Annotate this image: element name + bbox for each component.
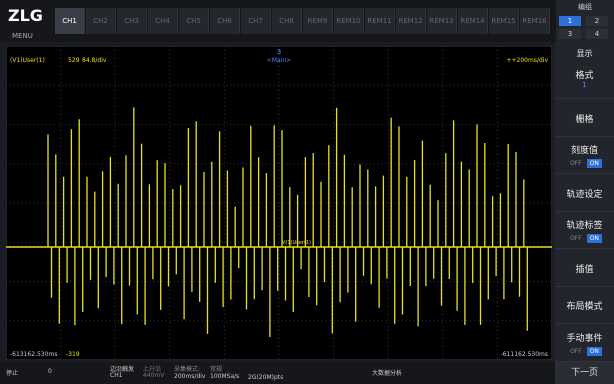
menu-item[interactable]: 手动事件 OFF ON bbox=[555, 325, 614, 362]
status-bar bbox=[0, 362, 555, 384]
tab[interactable]: REM12 bbox=[396, 8, 426, 34]
menu-value: 1 bbox=[582, 81, 587, 89]
menu-item[interactable]: 轨迹设定 bbox=[555, 175, 614, 212]
edge: 上升沿 bbox=[143, 366, 162, 373]
timebase: ++200ms/div bbox=[506, 57, 548, 64]
level: 440mV bbox=[143, 372, 165, 379]
value: 0 bbox=[48, 368, 52, 375]
waveform bbox=[47, 107, 528, 337]
tab[interactable]: CH6 bbox=[210, 8, 240, 34]
tab[interactable]: REM11 bbox=[365, 8, 395, 34]
menu-item[interactable]: 栅格 bbox=[555, 100, 614, 137]
tab[interactable]: CH5 bbox=[179, 8, 209, 34]
menu-item[interactable]: 插值 bbox=[555, 250, 614, 287]
group-button[interactable]: 2 bbox=[586, 16, 608, 26]
menu-item[interactable]: 格式 1 bbox=[555, 62, 614, 99]
menu-label: 布局模式 bbox=[566, 302, 603, 312]
view: <Main> bbox=[267, 57, 291, 64]
toggle-on[interactable]: ON bbox=[586, 234, 602, 243]
x-start: -613162.530ms bbox=[10, 351, 57, 358]
mode-label: 采集模式: bbox=[174, 366, 201, 373]
menu-label: 栅格 bbox=[575, 114, 594, 125]
menu-label: 刻度值 bbox=[570, 146, 598, 156]
group-button[interactable]: 1 bbox=[559, 16, 581, 26]
side-menu bbox=[555, 42, 614, 384]
menu-label: 轨迹设定 bbox=[566, 189, 603, 200]
menu-item[interactable]: 刻度值 OFF ON bbox=[555, 137, 614, 174]
count: 529 bbox=[68, 57, 80, 64]
menu-item[interactable]: 布局模式 bbox=[555, 287, 614, 324]
tab[interactable]: CH7 bbox=[241, 8, 271, 34]
tab[interactable]: CH3 bbox=[117, 8, 147, 34]
toggle: OFF ON bbox=[555, 233, 614, 243]
toggle-off[interactable]: OFF bbox=[570, 347, 582, 355]
tab[interactable]: REM13 bbox=[427, 8, 457, 34]
toggle: OFF ON bbox=[555, 158, 614, 168]
side-title: 显示 bbox=[576, 49, 593, 58]
analysis[interactable]: 大数据分析 bbox=[372, 370, 403, 377]
state[interactable]: 停止 bbox=[6, 370, 19, 377]
grid bbox=[6, 46, 552, 360]
menu-label: 插值 bbox=[575, 264, 594, 275]
toggle: OFF ON bbox=[555, 346, 614, 356]
rate: 100MSa/s bbox=[210, 373, 240, 380]
menu-label: 手动事件 bbox=[566, 333, 603, 344]
next-page[interactable]: 下一页 bbox=[555, 362, 614, 384]
toggle-on[interactable]: ON bbox=[586, 346, 602, 356]
trigger[interactable]: 边沿触发 bbox=[110, 366, 135, 373]
plot: (V1)User(1) 529 84.8/div <Main> 3 ++200m… bbox=[6, 46, 552, 360]
tab[interactable]: REM16 bbox=[520, 8, 550, 34]
tab[interactable]: CH2 bbox=[86, 8, 116, 34]
tab[interactable]: REM9 bbox=[303, 8, 333, 34]
x-end: -611162.530ms bbox=[501, 351, 548, 358]
mode: 常规 bbox=[210, 366, 223, 373]
group-title: 编组 bbox=[578, 3, 592, 11]
trace-label: (V1)User(1) bbox=[10, 57, 45, 64]
baseline-label: V(1)User(1) bbox=[282, 240, 311, 246]
toggle-on[interactable]: ON bbox=[586, 159, 602, 168]
menu-item[interactable]: 轨迹标签 OFF ON bbox=[555, 212, 614, 249]
tab[interactable]: CH1 bbox=[55, 8, 85, 34]
trigger-source: CH1 bbox=[110, 372, 123, 379]
status-timebase: 200ms/div bbox=[174, 373, 206, 380]
tab[interactable]: REM10 bbox=[334, 8, 364, 34]
menu[interactable]: MENU bbox=[12, 32, 33, 40]
group-button[interactable]: 4 bbox=[586, 29, 608, 39]
menu-label: 轨迹标签 bbox=[566, 221, 603, 231]
points: 2G(20M)pts bbox=[248, 374, 284, 381]
tab[interactable]: CH8 bbox=[272, 8, 302, 34]
toggle-off[interactable]: OFF bbox=[570, 160, 582, 167]
scale: 84.8/div bbox=[82, 57, 107, 64]
tab[interactable]: CH4 bbox=[148, 8, 178, 34]
logo: ZLG bbox=[8, 6, 43, 25]
tab[interactable]: REM15 bbox=[489, 8, 519, 34]
marker: 3 bbox=[277, 48, 281, 56]
group-button[interactable]: 3 bbox=[559, 29, 581, 39]
menu-label: 格式 bbox=[575, 71, 594, 81]
cursor: -319 bbox=[66, 351, 80, 358]
toggle-off[interactable]: OFF bbox=[570, 235, 582, 242]
tab[interactable]: REM14 bbox=[458, 8, 488, 34]
